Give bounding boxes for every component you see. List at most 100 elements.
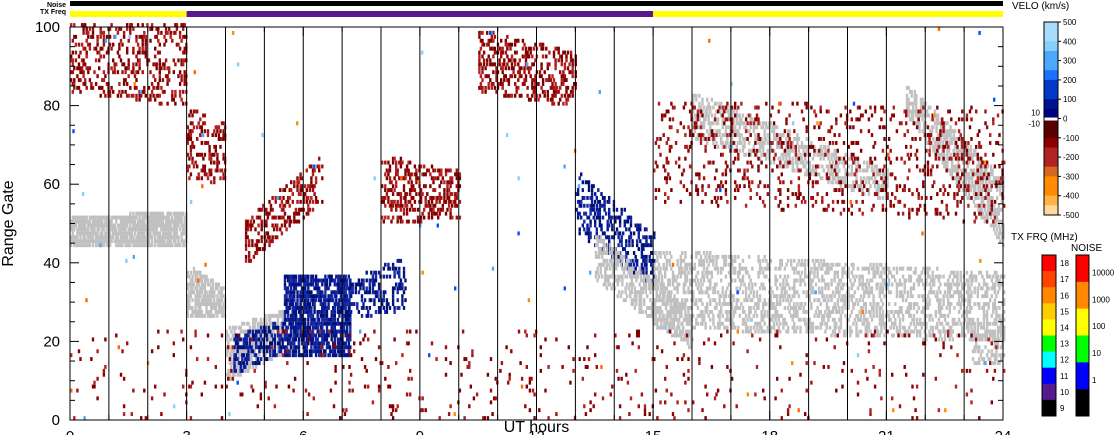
- txfreq-colorbar-segment: [1042, 351, 1056, 368]
- plot-area: [70, 23, 1006, 421]
- velocity-colorbar-segment: [1044, 79, 1058, 91]
- txfreq-colorbar-segment: [1042, 399, 1056, 417]
- noise-bar: [70, 1, 1003, 6]
- velocity-colorbar-segment: [1044, 50, 1058, 62]
- velocity-tick-label: 200: [1063, 76, 1077, 85]
- txfreq-tick-label: 11: [1060, 372, 1069, 381]
- velocity-colorbar-segment: [1044, 22, 1058, 33]
- noise-tick-label: 1000: [1092, 295, 1110, 304]
- velocity-tick-label: 0: [1063, 115, 1068, 124]
- velocity-colorbar-segment: [1044, 31, 1058, 42]
- feature-pos-3: [283, 274, 352, 358]
- noise-tick-label: 10: [1092, 349, 1101, 358]
- velocity-colorbar-segment: [1044, 128, 1058, 139]
- txfreq-tick-label: 15: [1060, 307, 1069, 316]
- noise-colorbar-segment: [1076, 308, 1089, 336]
- txfreq-tick-label: 13: [1060, 340, 1069, 349]
- feature-neg-10: [478, 30, 577, 106]
- velocity-colorbar-segment: [1044, 108, 1058, 119]
- txfreq-bar-segment-0: [70, 11, 187, 17]
- velocity-colorbar-segment: [1044, 195, 1058, 206]
- velocity-colorbar-segment: [1044, 205, 1058, 216]
- velocity-colorbar-segment: [1044, 137, 1058, 148]
- x-axis-title: UT hours: [504, 419, 570, 435]
- noise-tick-label: 1: [1092, 376, 1097, 385]
- x-tick-label: 9: [416, 428, 424, 435]
- txfreq-tick-label: 14: [1060, 323, 1069, 332]
- txfreq-colorbar-title: TX FRQ (MHz): [1011, 232, 1078, 243]
- feature-gs-0: [70, 211, 188, 248]
- y-tick-label: 0: [52, 412, 60, 429]
- y-axis-title: Range Gate: [0, 180, 17, 266]
- noise-colorbar-segment: [1076, 255, 1089, 283]
- noise-colorbar-segment: [1076, 335, 1089, 363]
- txfreq-colorbar-frame: [1041, 254, 1057, 417]
- txfreq-tick-label: 9: [1060, 404, 1065, 413]
- velocity-colorbar-segment: [1044, 176, 1058, 187]
- txfreq-tick-label: 16: [1060, 291, 1069, 300]
- velocity-tick-label: -300: [1063, 172, 1080, 181]
- noise-bar-label: Noise: [47, 2, 66, 9]
- txfreq-colorbar-segment: [1042, 303, 1056, 320]
- velocity-colorbar-segment: [1044, 157, 1058, 168]
- feature-pos-5: [342, 258, 407, 318]
- txfreq-tick-label: 18: [1060, 259, 1069, 268]
- noise-colorbar-title: NOISE: [1071, 243, 1102, 254]
- velocity-colorbar-segment: [1044, 186, 1058, 197]
- velocity-tick-label: -400: [1063, 192, 1080, 201]
- txfreq-colorbar-segment: [1042, 271, 1056, 288]
- velocity-colorbar-title: VELO (km/s): [1012, 1, 1069, 12]
- x-tick-label: 6: [299, 428, 307, 435]
- txfreq-bar-segment-1: [186, 11, 654, 17]
- noise-colorbar-segment: [1076, 281, 1089, 309]
- feature-neg-9: [381, 156, 462, 224]
- txfreq-colorbar-segment: [1042, 319, 1056, 336]
- velocity-colorbar-segment: [1044, 99, 1058, 110]
- noise-colorbar: NOISE 10000 1000 100 10 1: [1071, 243, 1115, 417]
- scattered-velocity-points: [70, 27, 996, 421]
- ground-scatter-swatch: [1043, 117, 1059, 121]
- noise-colorbar-segment: [1076, 362, 1089, 390]
- y-tick-label: 100: [35, 19, 60, 36]
- velocity-tick-label: -100: [1063, 134, 1080, 143]
- noise-tick-label: 100: [1092, 322, 1106, 331]
- velocity-colorbar-segment: [1044, 41, 1058, 52]
- scan-boundary-lines: [108, 27, 965, 420]
- txfreq-colorbar-segment: [1042, 287, 1056, 304]
- txfreq-bar-segment-2: [653, 11, 1003, 17]
- velocity-colorbar-segment: [1044, 147, 1058, 158]
- y-tick-label: 20: [43, 333, 60, 350]
- feature-neg-8: [244, 156, 324, 263]
- txfreq-bar-label: TX Freq: [40, 9, 66, 16]
- txfreq-tick-label: 12: [1060, 356, 1069, 365]
- axes: 0 3 6 9 12 15 18 21 24 0 20 40 60 80 100 UT hours Range …: [0, 19, 1011, 435]
- txfreq-colorbar-segment: [1042, 367, 1056, 385]
- feature-pos-4: [233, 321, 286, 373]
- x-tick-label: 18: [761, 428, 778, 435]
- txfreq-colorbar-segment: [1042, 335, 1056, 352]
- noise-colorbar-segment: [1076, 389, 1089, 417]
- y-tick-label: 40: [43, 255, 60, 272]
- velocity-tick-label: 400: [1063, 37, 1077, 46]
- velocity-gs-label-lower: -10: [1028, 120, 1040, 129]
- x-tick-label: 21: [878, 428, 895, 435]
- x-tick-label: 0: [66, 428, 74, 435]
- feature-neg-17: [653, 101, 1006, 224]
- velocity-colorbar: VELO (km/s) 500 400 300 200 100 0 -100 -200 -300 -…: [1012, 1, 1080, 220]
- x-tick-label: 12: [528, 428, 545, 435]
- x-tick-label: 3: [182, 428, 190, 435]
- velocity-tick-label: -500: [1063, 211, 1080, 220]
- velocity-gs-label-upper: 10: [1031, 109, 1040, 118]
- txfreq-colorbar-segment: [1042, 255, 1056, 272]
- velocity-tick-label: 300: [1063, 57, 1077, 66]
- txfreq-tick-label: 10: [1060, 388, 1069, 397]
- velocity-colorbar-segment: [1044, 118, 1058, 129]
- velocity-colorbar-segment: [1044, 70, 1058, 81]
- noise-tick-label: 10000: [1092, 268, 1115, 277]
- feature-neg-7: [186, 109, 227, 185]
- velocity-colorbar-segment: [1044, 89, 1058, 100]
- velocity-tick-label: 100: [1063, 95, 1077, 104]
- txfreq-tick-label: 17: [1060, 275, 1069, 284]
